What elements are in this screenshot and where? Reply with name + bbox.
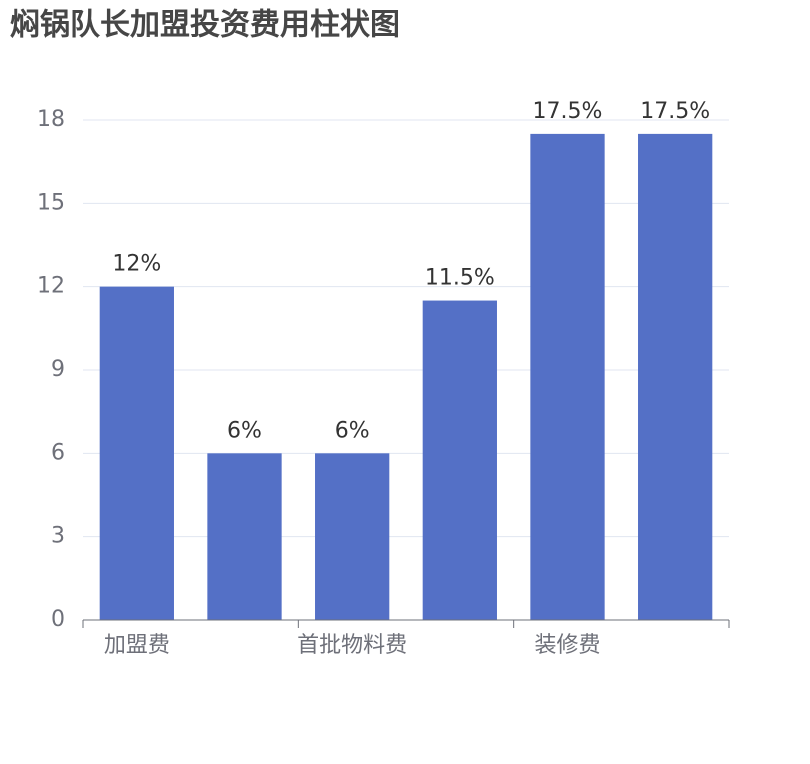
- value-label: 12%: [112, 252, 161, 277]
- x-tick-label: 装修费: [534, 633, 600, 658]
- y-tick-label: 3: [51, 524, 65, 549]
- y-tick-label: 12: [37, 274, 65, 299]
- value-label: 17.5%: [533, 99, 603, 124]
- value-label: 17.5%: [640, 99, 710, 124]
- y-tick-label: 9: [51, 357, 65, 382]
- bar: [207, 453, 282, 620]
- y-tick-label: 6: [51, 440, 65, 465]
- bar: [315, 453, 390, 620]
- x-tick-label: 加盟费: [104, 633, 170, 658]
- bar: [99, 286, 174, 620]
- bar: [422, 300, 497, 620]
- x-tick-label: 首批物料费: [297, 633, 407, 658]
- value-label: 6%: [335, 418, 370, 443]
- chart-title: 焖锅队长加盟投资费用柱状图: [10, 8, 400, 43]
- y-tick-label: 15: [37, 190, 65, 215]
- y-tick-label: 18: [37, 107, 65, 132]
- value-label: 11.5%: [425, 266, 495, 291]
- bar: [638, 133, 713, 620]
- value-label: 6%: [227, 418, 262, 443]
- y-tick-label: 0: [51, 607, 65, 632]
- bar: [530, 133, 605, 620]
